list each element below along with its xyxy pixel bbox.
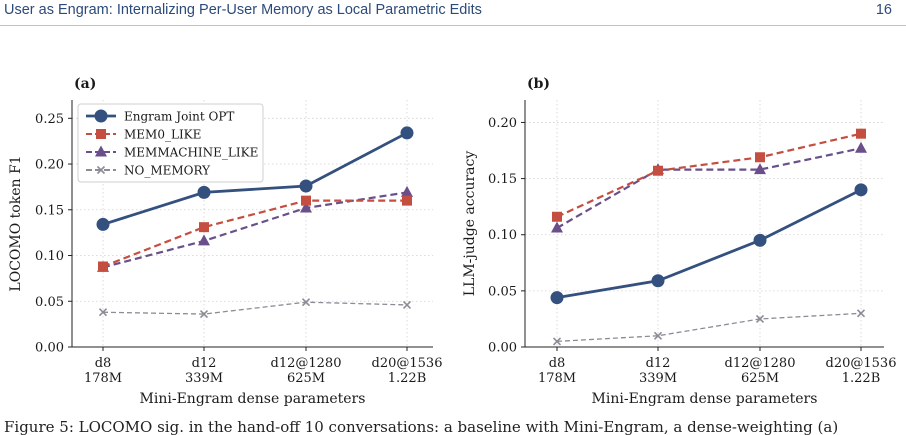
x-axis-label: Mini-Engram dense parameters xyxy=(140,391,366,407)
data-point xyxy=(653,165,663,176)
legend-label: MEM0_LIKE xyxy=(124,128,201,142)
data-point xyxy=(755,152,765,163)
data-point xyxy=(301,298,311,307)
data-point xyxy=(199,310,209,319)
data-point xyxy=(400,126,414,140)
series-line xyxy=(556,188,862,299)
data-point xyxy=(402,300,412,309)
series-line xyxy=(102,131,408,226)
x-tick-label: d8 178M xyxy=(84,356,122,386)
legend-label: NO_MEMORY xyxy=(124,164,211,178)
data-point xyxy=(653,331,663,340)
y-tick-label: 0.10 xyxy=(488,228,517,243)
legend-swatch-marker xyxy=(96,129,106,139)
data-point xyxy=(197,185,211,199)
figure-caption: Figure 5: LOCOMO sig. in the hand-off 10… xyxy=(4,418,839,435)
y-tick-label: 0.05 xyxy=(35,295,64,310)
page-number: 16 xyxy=(875,2,892,18)
series-line xyxy=(102,199,407,268)
x-tick-label: d12 339M xyxy=(185,356,223,386)
legend-swatch-marker xyxy=(95,145,107,157)
data-point xyxy=(754,163,766,175)
y-tick-label: 0.25 xyxy=(35,112,64,127)
series-engram-joint-opt xyxy=(96,126,414,231)
x-tick-label: d20@1536 1.22B xyxy=(372,356,443,386)
series-series-2 xyxy=(551,141,867,233)
y-tick-label: 0.00 xyxy=(35,341,64,356)
chart-panel-2: (b) 0.00 0.05 0.10 0.15 0.20 d8 178M d12 339M d12@… xyxy=(462,76,896,407)
series-mem0-like xyxy=(98,195,412,272)
data-point xyxy=(552,337,562,346)
data-point xyxy=(755,314,765,323)
x-tick-label: d12@1280 625M xyxy=(725,356,796,386)
y-tick-label: 0.00 xyxy=(488,341,517,356)
series-series-1 xyxy=(552,128,866,222)
legend-swatch-marker xyxy=(94,109,108,123)
y-tick-label: 0.10 xyxy=(35,249,64,264)
y-tick-label: 0.15 xyxy=(35,203,64,218)
data-point xyxy=(651,274,665,288)
y-axis-label: LLM-judge accuracy xyxy=(462,151,478,297)
data-point xyxy=(856,128,866,139)
y-tick-label: 0.20 xyxy=(35,158,64,173)
x-tick-label: d20@1536 1.22B xyxy=(826,356,897,386)
legend: Engram Joint OPT MEM0_LIKE MEMMACHINE_LIKE… xyxy=(77,103,264,183)
data-point xyxy=(300,201,312,213)
series-series-3 xyxy=(552,309,866,346)
data-point xyxy=(198,234,210,246)
panel-label: (b) xyxy=(527,76,550,92)
x-axis-label: Mini-Engram dense parameters xyxy=(592,391,818,407)
page-header: User as Engram: Internalizing Per-User M… xyxy=(0,0,906,26)
data-point xyxy=(98,261,108,272)
data-point xyxy=(98,308,108,317)
y-axis-label: LOCOMO token F1 xyxy=(8,155,24,291)
y-tick-label: 0.15 xyxy=(488,172,517,187)
x-tick-label: d8 178M xyxy=(538,356,576,386)
series-series-0 xyxy=(550,183,868,305)
series-line xyxy=(102,191,408,269)
chart-panel-1: (a) 0.00 0.05 0.10 0.15 0.20 0.25 d8 178M d12 339M… xyxy=(8,76,442,407)
data-point xyxy=(856,309,866,318)
series-memmachine-like xyxy=(97,185,413,272)
panel-label: (a) xyxy=(74,76,96,92)
legend-label: Engram Joint OPT xyxy=(124,110,234,124)
series-line xyxy=(556,147,862,229)
data-point xyxy=(753,233,767,247)
series-line xyxy=(556,132,862,218)
data-point xyxy=(854,183,868,197)
data-point xyxy=(401,185,413,197)
figure: (a) 0.00 0.05 0.10 0.15 0.20 0.25 d8 178M d12 339M… xyxy=(8,76,896,407)
legend-swatch-marker xyxy=(96,165,106,175)
series-no-memory xyxy=(98,298,412,319)
data-point xyxy=(551,221,563,233)
x-tick-label: d12@1280 625M xyxy=(271,356,342,386)
legend-label: MEMMACHINE_LIKE xyxy=(124,146,258,160)
data-point xyxy=(96,217,110,231)
series-line xyxy=(102,301,408,315)
data-point xyxy=(855,141,867,153)
y-tick-label: 0.05 xyxy=(488,284,517,299)
x-tick-label: d12 339M xyxy=(639,356,677,386)
data-point xyxy=(199,222,209,233)
data-point xyxy=(552,211,562,222)
paper-title: User as Engram: Internalizing Per-User M… xyxy=(4,2,482,18)
y-tick-label: 0.20 xyxy=(488,116,517,131)
header-rule xyxy=(0,25,906,26)
data-point xyxy=(299,179,313,193)
legend-box xyxy=(77,103,264,183)
data-point xyxy=(550,291,564,305)
series-line xyxy=(556,312,862,343)
data-point xyxy=(402,195,412,206)
data-point xyxy=(301,195,311,206)
